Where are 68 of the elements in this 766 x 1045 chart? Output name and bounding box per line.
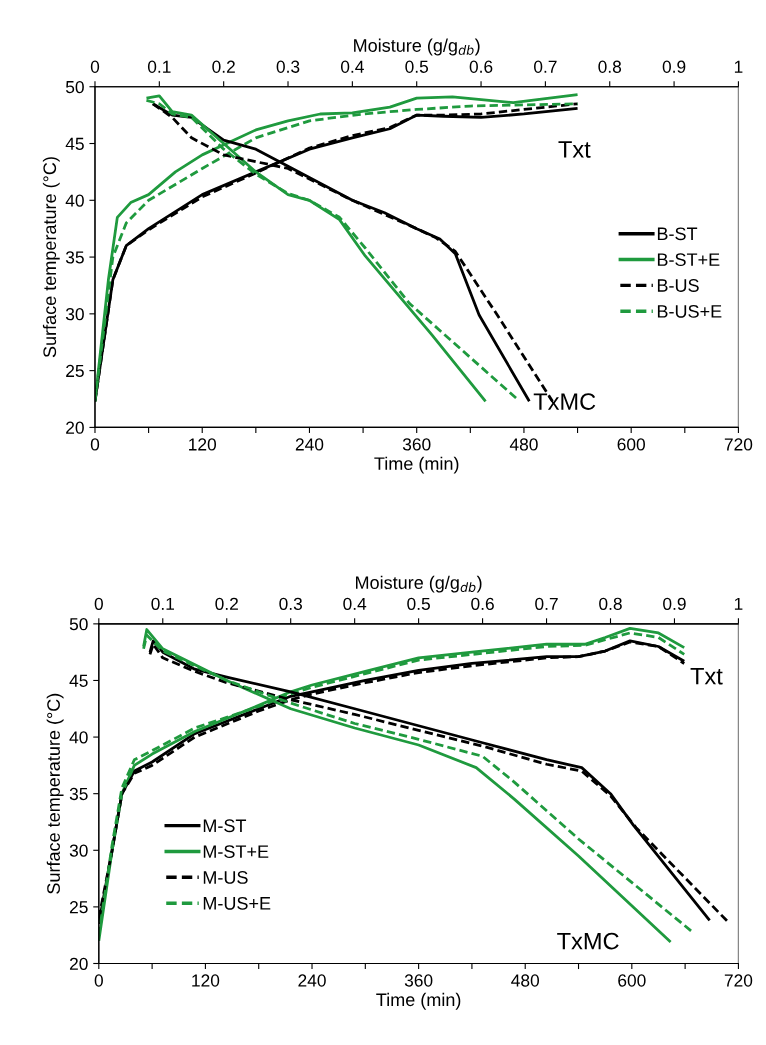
y-axis-title: Surface temperature (°C): [46, 693, 64, 894]
x-axis-title: Time (min): [376, 992, 461, 1010]
annotation: Txt: [690, 668, 723, 685]
y-axis-title: Surface temperature (°C): [42, 157, 60, 358]
x2-tick-label: 0.7: [534, 60, 557, 73]
y-tick-label: 40: [69, 731, 88, 744]
x2-tick-label: 0.6: [469, 60, 493, 73]
x-tick-label: 120: [189, 438, 217, 451]
x2-tick-label: 0.5: [407, 597, 430, 611]
x-tick-label: 480: [509, 438, 538, 451]
legend-label: B-ST+E: [657, 253, 720, 267]
legend-label: B-US+E: [657, 304, 722, 318]
annotation: TxMC: [533, 393, 596, 410]
x2-tick-label: 0.1: [147, 60, 171, 73]
legend-label: B-ST: [657, 227, 698, 241]
x-tick-label: 0: [90, 438, 100, 451]
legend-label: M-US+E: [203, 896, 271, 910]
x2-axis-title: Moisture (g/g$_{db}$): [354, 38, 480, 56]
x2-tick-label: 0.4: [343, 597, 367, 611]
y-tick-label: 25: [66, 364, 84, 378]
x-tick-label: 480: [511, 974, 540, 987]
x-tick-label: 720: [724, 438, 753, 451]
x2-tick-label: 0.7: [535, 597, 558, 611]
x2-tick-label: 0.3: [279, 597, 302, 611]
x-tick-label: 0: [94, 974, 103, 987]
x-tick-label: 600: [618, 974, 646, 987]
x2-tick-label: 0.6: [471, 597, 494, 611]
x2-tick-label: 0.1: [151, 597, 174, 611]
annotation: TxMC: [557, 932, 619, 950]
x2-tick-label: 0.8: [598, 60, 622, 73]
x-tick-label: 120: [192, 974, 220, 987]
y-tick-label: 30: [65, 308, 84, 321]
y-tick-label: 30: [69, 844, 88, 857]
x2-tick-label: 0: [94, 597, 103, 611]
x-tick-label: 360: [404, 974, 433, 987]
x-tick-label: 600: [617, 438, 645, 451]
y-tick-label: 35: [69, 787, 88, 801]
x-tick-label: 240: [295, 438, 324, 451]
y-tick-label: 20: [69, 957, 88, 970]
x-tick-label: 720: [724, 974, 753, 987]
y-tick-label: 40: [65, 194, 84, 207]
y-tick-label: 45: [65, 137, 84, 150]
x2-tick-label: 0.2: [212, 60, 235, 73]
legend-label: M-ST+E: [203, 845, 269, 858]
y-tick-label: 35: [65, 251, 84, 264]
x2-tick-label: 0.9: [662, 60, 686, 73]
x-tick-label: 360: [402, 438, 431, 451]
annotation: Txt: [558, 141, 591, 158]
y-tick-label: 50: [65, 80, 84, 94]
x2-tick-label: 0.5: [405, 60, 429, 73]
x2-tick-label: 1: [734, 597, 743, 610]
x2-tick-label: 0.4: [340, 60, 364, 73]
x2-tick-label: 0.3: [276, 60, 300, 73]
x-tick-label: 240: [298, 974, 326, 987]
y-tick-label: 25: [69, 901, 88, 914]
x-axis-title: Time (min): [374, 456, 459, 474]
y-tick-label: 45: [69, 674, 88, 687]
y-tick-label: 20: [66, 421, 84, 434]
legend-label: B-US: [657, 279, 699, 292]
x2-axis-title: Moisture (g/g$_{db}$): [356, 575, 482, 593]
legend-label: M-ST: [203, 819, 247, 833]
y-tick-label: 50: [69, 618, 88, 631]
x2-tick-label: 0.9: [663, 597, 686, 611]
legend-label: M-US: [203, 871, 248, 884]
x2-tick-label: 0.2: [215, 597, 238, 611]
x2-tick-label: 0.8: [599, 597, 622, 611]
x2-tick-label: 0: [90, 60, 100, 73]
x2-tick-label: 1: [734, 60, 743, 73]
